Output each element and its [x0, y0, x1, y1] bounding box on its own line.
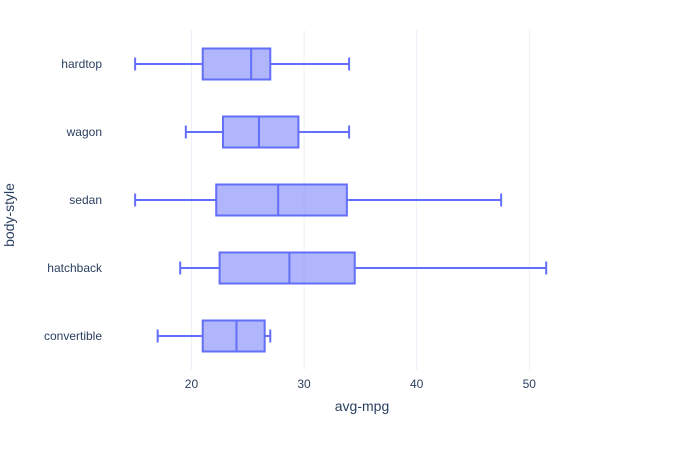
box-wagon	[184, 115, 351, 149]
x-tick-label: 20	[185, 377, 199, 391]
x-tick-label: 50	[523, 377, 537, 391]
iqr-box	[221, 115, 300, 149]
iqr-box	[215, 183, 348, 217]
box-hatchback	[179, 251, 548, 285]
x-tick-label: 40	[410, 377, 424, 391]
y-tick-label: hardtop	[61, 57, 102, 71]
y-axis-title: body-style	[1, 183, 17, 247]
iqr-box	[218, 251, 356, 285]
x-tick-label: 30	[297, 377, 311, 391]
y-tick-label: convertible	[44, 329, 102, 343]
y-tick-labels: convertible hatchback sedan wagon hardtop	[44, 57, 103, 343]
iqr-box	[201, 319, 266, 353]
y-tick-label: wagon	[66, 125, 102, 139]
box-convertible	[156, 319, 272, 353]
y-tick-label: sedan	[69, 193, 102, 207]
x-tick-labels: 20 30 40 50	[185, 377, 537, 391]
box-hardtop	[134, 47, 351, 81]
iqr-box	[201, 47, 272, 81]
box-sedan	[134, 183, 503, 217]
x-axis-title: avg-mpg	[335, 398, 389, 414]
y-tick-label: hatchback	[47, 261, 103, 275]
boxes	[134, 47, 548, 353]
